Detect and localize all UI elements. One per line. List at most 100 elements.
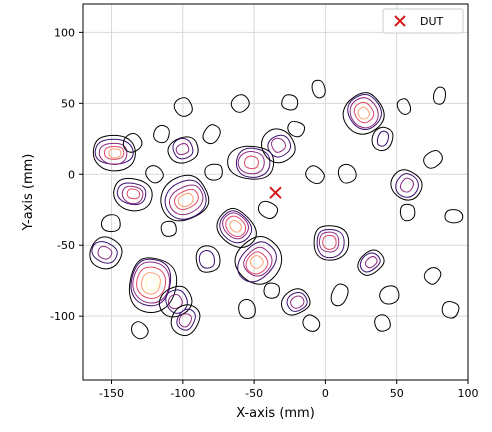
contour-hotspot [399, 203, 416, 222]
contour-hotspot [305, 165, 325, 184]
contour-line [100, 214, 121, 233]
contour-line [140, 272, 161, 295]
contour-line [219, 210, 253, 244]
contour-line [177, 192, 194, 208]
contour-line [302, 314, 321, 332]
contour-line [237, 241, 277, 283]
contour-hotspot [170, 304, 201, 337]
contour-line [116, 182, 147, 206]
contour-line [158, 285, 193, 318]
contour-line [160, 220, 177, 237]
contour-line [216, 207, 257, 248]
contour-line [271, 137, 287, 153]
contour-line [281, 94, 299, 111]
y-tick-label: -100 [50, 310, 75, 323]
y-tick-label: 50 [61, 97, 75, 110]
contour-hotspot [441, 301, 460, 319]
contour-line [94, 138, 134, 165]
contour-hotspot [202, 124, 221, 145]
contour-line [91, 241, 118, 264]
y-tick-label: 0 [68, 168, 75, 181]
contour-line [126, 188, 141, 200]
contour-line [267, 134, 292, 158]
contour-line [113, 177, 153, 212]
contour-line [396, 98, 412, 115]
legend-box [382, 8, 464, 34]
contour-line [131, 321, 149, 340]
contour-line [441, 301, 460, 319]
contour-line [263, 282, 280, 299]
contour-hotspot [113, 177, 153, 212]
contour-line [353, 101, 375, 124]
contour-hotspot [227, 145, 275, 180]
contour-line [121, 185, 144, 205]
contour-hotspot [374, 314, 391, 332]
contour-line [359, 252, 381, 273]
contour-line [432, 86, 447, 105]
contour-line [170, 304, 201, 337]
contour-line [357, 249, 385, 276]
x-tick-label: -50 [245, 387, 263, 400]
contour-line [257, 200, 279, 219]
contour-line [160, 174, 210, 222]
contour-line [379, 285, 400, 305]
contour-hotspot [238, 298, 256, 320]
contour-line [153, 124, 170, 144]
contour-line [230, 94, 250, 113]
contour-hotspot [371, 126, 394, 152]
contour-line [250, 255, 264, 269]
contour-line [227, 145, 275, 180]
legend-label-dut: DUT [420, 15, 444, 28]
contour-line [168, 184, 204, 216]
contour-hotspot [337, 163, 357, 184]
contour-hotspot [287, 120, 306, 138]
contour-hotspot [100, 214, 121, 233]
contour-line [97, 245, 113, 260]
contour-line [164, 179, 207, 220]
contour-line [337, 163, 357, 184]
contour-line [316, 228, 345, 259]
contour-hotspot [396, 98, 412, 115]
contour-hotspot [257, 200, 279, 219]
contour-line [399, 203, 416, 222]
contour-line [390, 169, 423, 201]
contour-hotspot [167, 136, 199, 164]
contour-hotspot [263, 282, 280, 299]
contour-line [395, 173, 419, 198]
contour-hotspot [357, 249, 385, 276]
contour-line [349, 97, 379, 129]
contour-line [305, 165, 325, 184]
contour-line [347, 94, 382, 130]
contour-line [176, 308, 196, 331]
contour-hotspot [311, 79, 326, 99]
contour-line [371, 126, 394, 152]
contour-layer [89, 79, 464, 340]
contour-line [198, 250, 215, 269]
contour-line [195, 245, 221, 273]
contour-line [290, 295, 305, 309]
contour-line [128, 257, 178, 313]
contour-hotspot [302, 314, 321, 332]
contour-line [175, 143, 190, 156]
contour-line [399, 177, 414, 193]
contour-line [243, 155, 259, 170]
contour-line [130, 258, 172, 307]
x-tick-label: 50 [390, 387, 404, 400]
contour-hotspot [281, 94, 299, 111]
contour-hotspot [153, 124, 170, 144]
contour-line [261, 128, 296, 164]
contour-line [204, 163, 223, 181]
contour-hotspot [131, 321, 149, 340]
contour-line [145, 165, 164, 184]
contour-line [245, 251, 269, 275]
y-tick-label: -50 [57, 239, 75, 252]
dut-marker [269, 186, 282, 199]
contour-line [234, 235, 283, 285]
contour-line [225, 215, 247, 238]
contour-line [98, 142, 128, 165]
contour-hotspot [128, 257, 178, 313]
x-axis-label: X-axis (mm) [236, 406, 315, 421]
contour-hotspot [145, 165, 164, 184]
contour-line [342, 92, 385, 135]
